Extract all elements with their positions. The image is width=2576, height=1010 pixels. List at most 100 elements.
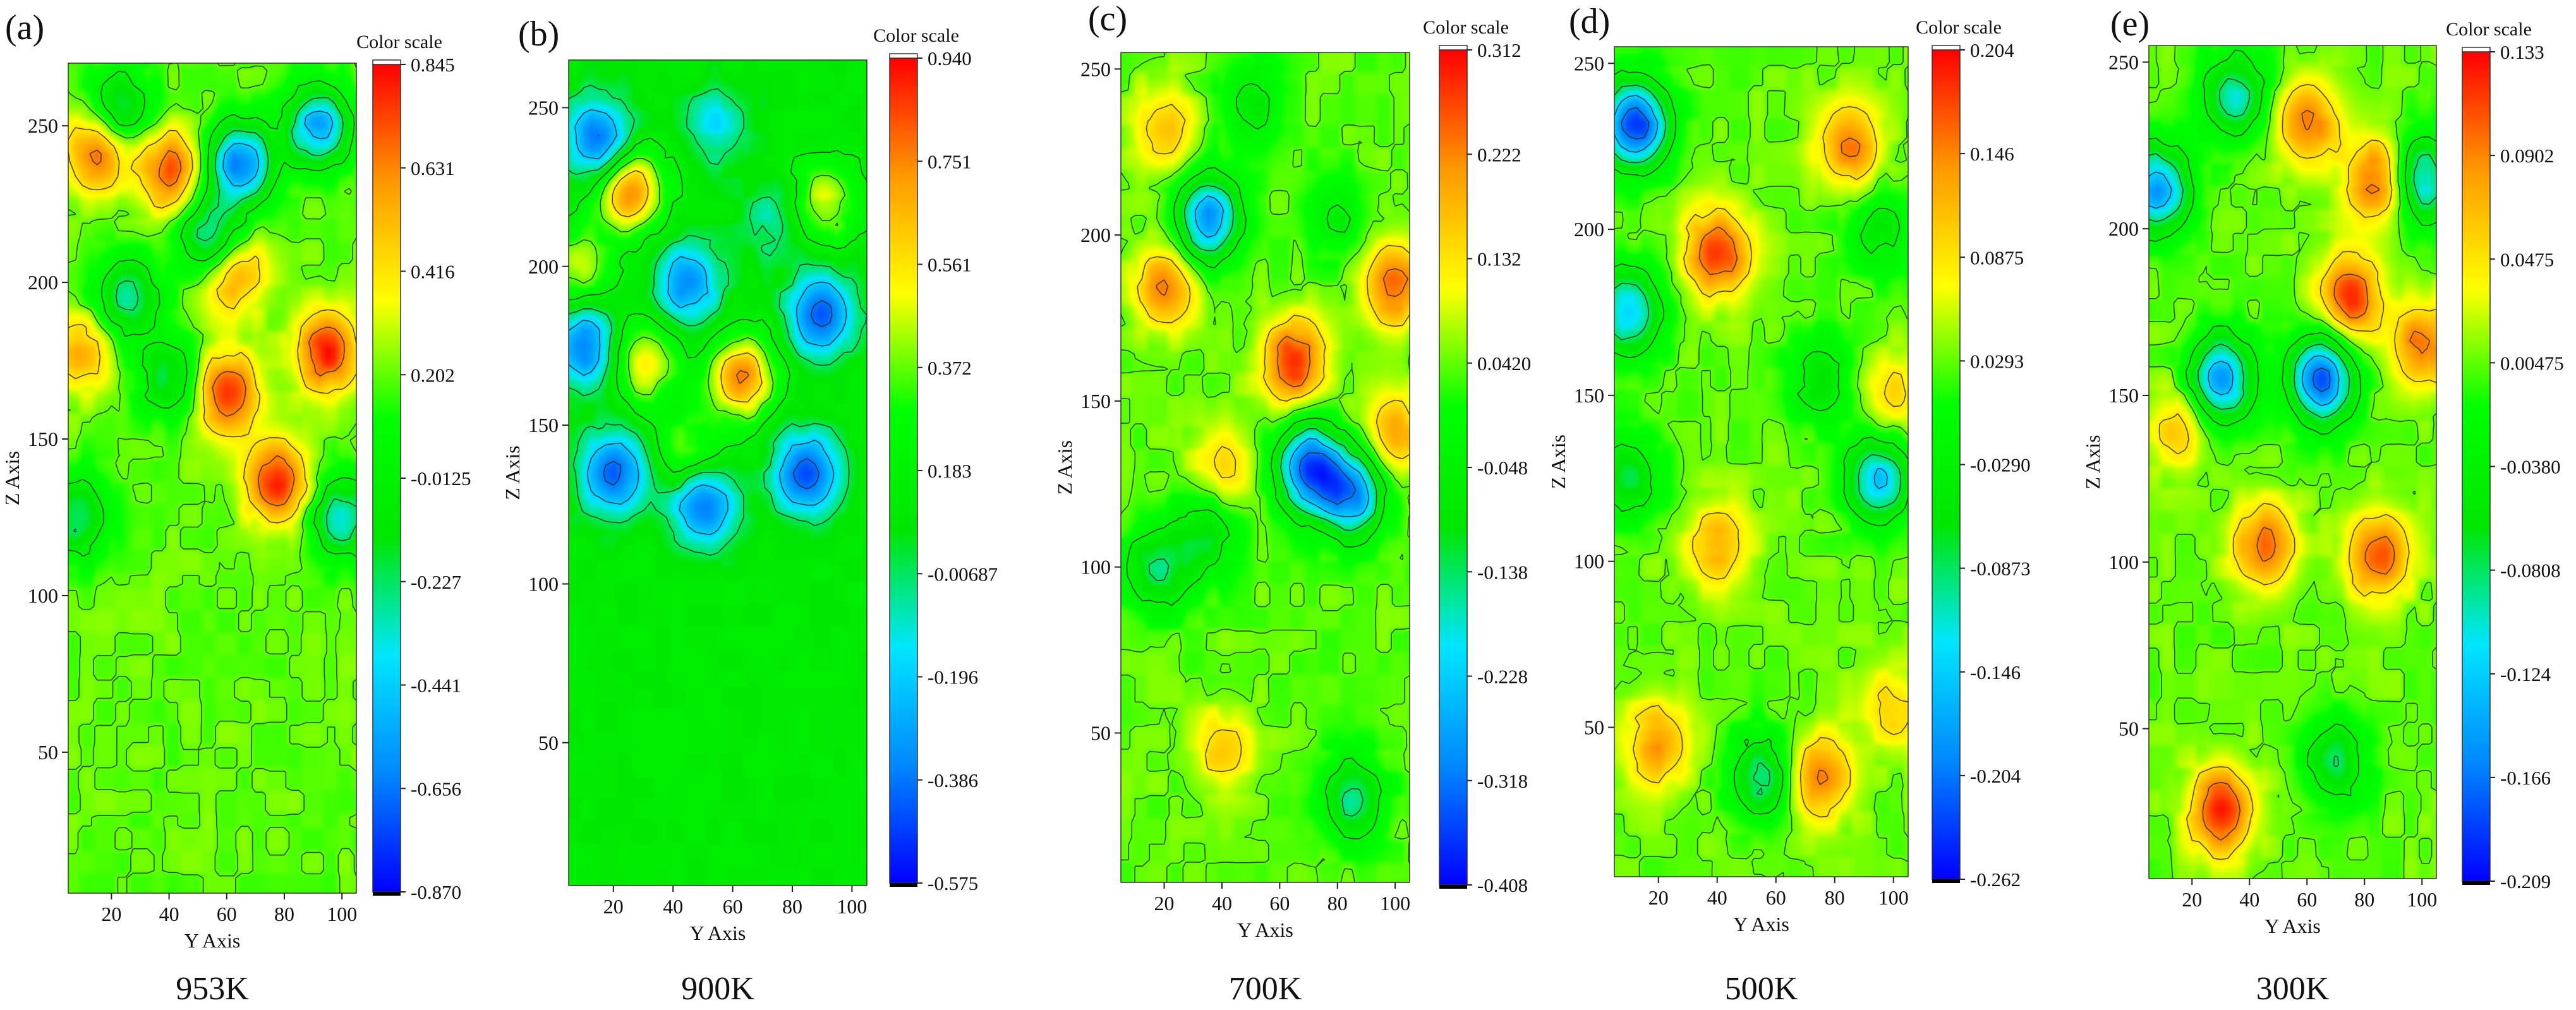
- panel-label: (e): [2110, 4, 2150, 44]
- contour-line: [597, 134, 833, 490]
- panel-label: (d): [1569, 2, 1610, 41]
- contour-line: [222, 111, 334, 187]
- y-tick-label: 250: [528, 96, 559, 119]
- color-bar: [1439, 49, 1468, 886]
- color-bar-tick-label: 0.183: [928, 460, 972, 482]
- x-tick-label: 40: [663, 895, 683, 918]
- color-bar-bottom-cap: [890, 883, 917, 887]
- x-tick-label: 60: [217, 903, 237, 925]
- color-bar-tick-label: -0.575: [928, 872, 978, 894]
- y-tick-label: 250: [2108, 51, 2139, 73]
- x-axis-label: Y Axis: [690, 922, 746, 944]
- contour-line: [1156, 268, 1408, 388]
- y-tick-label: 150: [2108, 384, 2139, 407]
- contour-line: [1633, 106, 1909, 818]
- y-axis-label: Z Axis: [501, 445, 524, 500]
- x-tick-label: 20: [603, 895, 624, 918]
- y-tick-label: 100: [2108, 551, 2139, 574]
- color-bar-bottom-cap: [373, 892, 401, 896]
- color-bar-tick-label: -0.227: [411, 571, 461, 593]
- contour-line: [1614, 46, 1909, 877]
- color-bar-tick-label: -0.124: [2500, 663, 2551, 685]
- plot-frame: [68, 63, 357, 894]
- x-tick-label: 60: [1269, 892, 1290, 915]
- color-bar-title: Color scale: [873, 25, 959, 46]
- contour-line: [1194, 195, 1370, 517]
- color-bar-tick-label: -0.0380: [2500, 456, 2561, 478]
- panel-c: 20 40 60 80 100 50 100 150 200 250 Y Axis Z Axis (c)…: [1053, 0, 1531, 1007]
- y-tick-label: 50: [38, 741, 58, 764]
- y-tick-label: 50: [1584, 716, 1604, 738]
- contour-line: [89, 149, 345, 507]
- temperature-caption: 300K: [2256, 971, 2330, 1007]
- color-bar-tick-label: 0.416: [411, 261, 455, 283]
- y-tick-label: 200: [1574, 218, 1604, 241]
- contour-line: [2148, 171, 2340, 406]
- y-tick-label: 250: [1574, 52, 1604, 75]
- panel-e: 20 40 60 80 100 50 100 150 200 250 Y Axis Z Axis (e)…: [2081, 4, 2564, 1007]
- x-tick-label: 40: [2239, 888, 2259, 911]
- temperature-caption: 700K: [1229, 971, 1302, 1007]
- contour-line: [1298, 452, 1357, 505]
- color-bar-tick-label: -0.318: [1477, 770, 1528, 792]
- color-bar-tick-label: 0.222: [1477, 143, 1521, 165]
- y-axis-label: Z Axis: [1, 451, 23, 505]
- color-bar-title: Color scale: [2446, 19, 2532, 40]
- color-bar-tick-label: -0.0808: [2500, 560, 2561, 582]
- color-bar-title: Color scale: [1916, 17, 2002, 38]
- color-bar-top-cap: [2462, 47, 2491, 52]
- color-bar-tick-label: -0.0125: [411, 467, 471, 490]
- color-bar-tick-label: -0.00687: [928, 563, 998, 585]
- color-bar-tick-label: -0.441: [411, 675, 461, 697]
- color-bar-top-cap: [1932, 45, 1961, 51]
- color-bar-bottom-cap: [2462, 881, 2490, 885]
- heatmap-field: [1614, 47, 1908, 877]
- x-tick-label: 60: [2297, 888, 2317, 911]
- x-tick-label: 80: [782, 895, 802, 918]
- y-tick-label: 250: [1080, 57, 1111, 80]
- y-tick-label: 150: [28, 428, 58, 450]
- color-bar-tick-label: 0.132: [1477, 248, 1521, 270]
- color-bar-tick-label: 0.204: [1970, 39, 2014, 61]
- contour-line: [1137, 104, 1410, 773]
- color-bar-top-cap: [889, 53, 918, 59]
- color-bar-tick-label: 0.372: [928, 357, 972, 379]
- color-bar-tick-label: -0.386: [928, 769, 978, 791]
- y-axis-label: Z Axis: [1547, 435, 1569, 489]
- y-tick-label: 150: [1574, 384, 1604, 407]
- panel-label: (b): [518, 15, 559, 54]
- color-bar-tick-label: -0.138: [1477, 561, 1528, 583]
- contour-line: [568, 137, 868, 473]
- color-bar-tick-label: 0.631: [411, 157, 455, 179]
- plot-frame: [1614, 46, 1909, 877]
- y-tick-label: 150: [528, 414, 559, 436]
- color-bar-tick-label: -0.228: [1477, 666, 1528, 688]
- color-bar-tick-label: -0.0873: [1970, 558, 2031, 580]
- heatmap-field: [1121, 52, 1410, 882]
- x-tick-label: 20: [1154, 892, 1175, 915]
- contour-line: [1614, 95, 1888, 490]
- color-bar-tick-label: 0.133: [2500, 41, 2544, 63]
- y-tick-label: 200: [28, 271, 58, 294]
- plot-frame: [568, 59, 868, 886]
- contour-line: [68, 70, 357, 557]
- contour-line: [2148, 78, 2437, 767]
- color-bar-bottom-cap: [1439, 885, 1467, 889]
- plot-frame: [2148, 45, 2437, 879]
- color-bar: [372, 64, 401, 893]
- contour-line: [568, 85, 868, 556]
- contour-line: [68, 127, 357, 524]
- x-tick-label: 80: [2354, 888, 2374, 911]
- x-tick-label: 100: [2407, 888, 2437, 911]
- color-bar-title: Color scale: [1423, 17, 1509, 38]
- y-tick-label: 200: [2108, 217, 2139, 240]
- color-bar-tick-label: -0.262: [1970, 869, 2021, 891]
- contour-line: [1126, 83, 1388, 839]
- color-bar-tick-label: -0.204: [1970, 765, 2021, 787]
- panel-b: 20 40 60 80 100 50 100 150 200 250 Y Axis Z Axis (b)…: [501, 15, 998, 1007]
- color-bar-bottom-cap: [1932, 879, 1960, 883]
- color-bar-tick-label: 0.146: [1970, 143, 2014, 165]
- heatmap-field: [569, 60, 867, 886]
- x-tick-label: 80: [274, 903, 294, 925]
- color-bar-tick-label: -0.196: [928, 666, 978, 688]
